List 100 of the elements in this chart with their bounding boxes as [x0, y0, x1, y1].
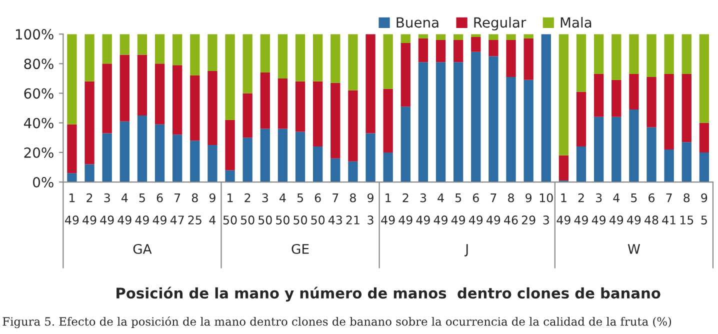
bar — [646, 34, 656, 77]
bar — [67, 124, 77, 174]
bar — [172, 65, 182, 135]
bar — [682, 34, 692, 74]
x-tick-label: 3 49 — [100, 193, 114, 224]
bar — [506, 76, 516, 182]
bar — [242, 138, 252, 182]
x-tick-label: 3 49 — [416, 193, 430, 224]
bar — [664, 74, 674, 150]
bar — [471, 37, 481, 52]
bar — [348, 34, 358, 90]
bar — [612, 116, 622, 182]
bar — [225, 34, 235, 120]
bar — [699, 122, 710, 152]
bar — [102, 34, 112, 64]
bar — [154, 34, 165, 64]
bar — [313, 34, 323, 82]
y-tick-label: 80% — [24, 58, 54, 70]
x-tick-label: 6 48 — [644, 193, 658, 224]
bar — [278, 128, 288, 182]
bar — [524, 34, 534, 39]
bar — [190, 34, 200, 76]
bar — [418, 38, 428, 62]
bar — [190, 140, 200, 182]
y-tick-label: 40% — [24, 118, 54, 128]
bar — [225, 170, 235, 182]
bar — [594, 74, 604, 117]
bar — [84, 34, 94, 82]
bar — [120, 54, 130, 122]
bar — [576, 92, 586, 147]
bar — [102, 64, 112, 134]
x-tick-label: 8 21 — [346, 193, 360, 224]
x-tick-label: 2 49 — [82, 193, 96, 224]
bar — [576, 146, 586, 182]
bar — [137, 54, 148, 116]
bar — [366, 133, 376, 182]
bar — [67, 173, 77, 182]
x-tick-label: 9 3 — [368, 193, 374, 224]
bar — [383, 88, 393, 152]
x-tick-label: 9 4 — [209, 193, 216, 224]
bar — [208, 71, 218, 146]
x-tick-label: 7 47 — [170, 194, 184, 224]
bar — [400, 106, 410, 182]
bar — [348, 161, 358, 182]
bar — [699, 34, 710, 123]
text: W — [628, 244, 640, 254]
bar — [208, 34, 218, 72]
bar — [154, 124, 165, 182]
bar — [488, 56, 498, 182]
x-tick-label: 5 49 — [451, 194, 466, 224]
x-tick-label: 6 49 — [152, 193, 166, 224]
bar — [330, 34, 340, 83]
x-tick-label: 4 49 — [434, 194, 448, 224]
text: Figura 5. Efecto de la posición de la mano dentro clones de banano sobre la ocurrencia de la calidad de la fruta (%) — [2, 316, 672, 328]
bar — [84, 81, 94, 164]
bar — [629, 74, 639, 110]
x-tick-label: 8 46 — [504, 193, 518, 224]
bar — [541, 34, 551, 182]
bar — [172, 34, 182, 66]
x-tick-label: 3 49 — [592, 193, 606, 224]
bar — [664, 149, 674, 182]
bar — [612, 34, 622, 80]
bar — [453, 40, 464, 62]
bar — [488, 40, 498, 56]
x-tick-label: 10 3 — [540, 193, 553, 224]
x-tick-label: 5 49 — [627, 194, 641, 224]
bar — [137, 34, 148, 55]
bar — [558, 155, 569, 181]
bar — [436, 40, 446, 62]
y-tick-label: 0% — [33, 177, 54, 188]
bar — [278, 78, 288, 129]
x-tick-label: 4 49 — [609, 194, 624, 224]
bar — [576, 34, 586, 92]
bar — [594, 34, 604, 74]
bar — [524, 38, 534, 80]
bar — [436, 62, 446, 182]
bar — [594, 116, 604, 182]
text: GA — [133, 244, 152, 254]
bar — [612, 80, 622, 117]
bar — [366, 34, 376, 134]
bar — [383, 152, 393, 182]
bar — [330, 82, 340, 158]
bar — [102, 133, 112, 182]
bar — [260, 128, 270, 182]
bar — [453, 34, 464, 40]
bar — [120, 34, 130, 55]
bar — [471, 52, 481, 182]
x-tick-label: 6 50 — [311, 193, 325, 224]
bar — [137, 115, 148, 182]
bar — [699, 152, 710, 182]
x-tick-label: 3 50 — [258, 193, 272, 224]
bar — [260, 72, 270, 129]
x-tick-label: 4 49 — [118, 194, 132, 224]
bar — [295, 81, 306, 132]
bar — [242, 34, 252, 94]
bar — [436, 34, 446, 40]
text: GE — [292, 244, 309, 254]
x-tick-label: 2 49 — [574, 193, 588, 224]
bar — [120, 121, 130, 182]
bar — [278, 34, 288, 78]
